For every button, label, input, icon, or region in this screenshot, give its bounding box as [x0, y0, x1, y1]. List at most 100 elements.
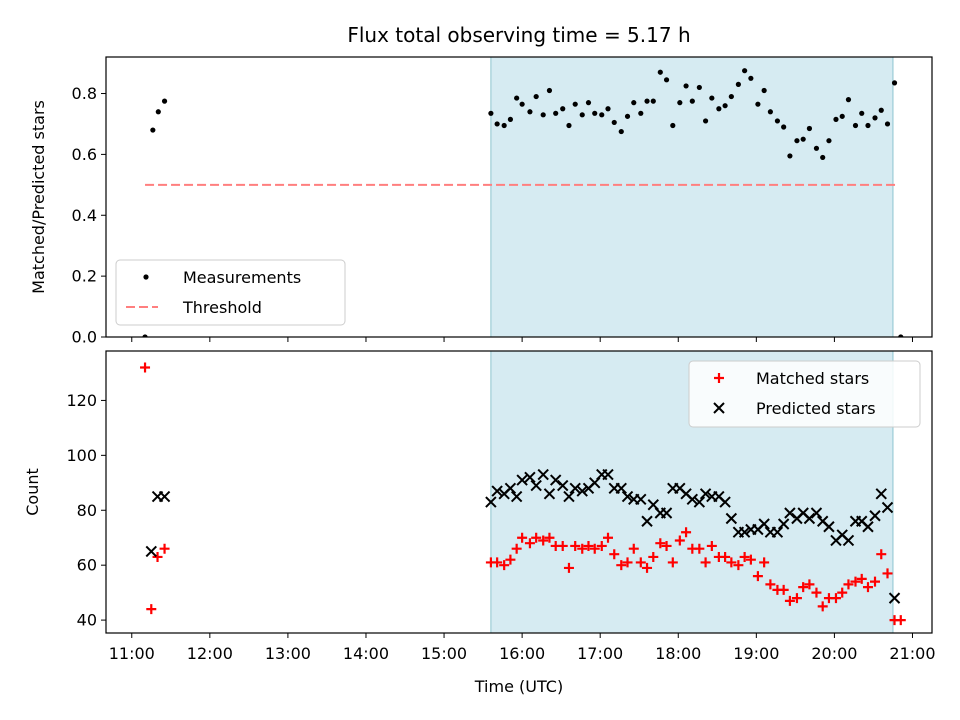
data-point — [540, 112, 546, 118]
data-point — [663, 77, 670, 83]
data-point — [543, 488, 556, 500]
data-point — [501, 122, 507, 129]
data-point — [810, 507, 823, 519]
data-point — [852, 122, 859, 129]
data-point — [150, 127, 156, 133]
data-point — [862, 582, 873, 593]
data-point — [681, 527, 692, 538]
data-point — [514, 95, 520, 101]
data-point — [686, 493, 699, 505]
data-point — [876, 549, 887, 560]
data-point — [674, 535, 685, 546]
data-point — [569, 482, 581, 495]
data-point — [842, 534, 855, 547]
data-point — [155, 109, 161, 115]
data-point — [694, 543, 705, 554]
legend-box — [115, 259, 346, 326]
panel-frame — [105, 350, 933, 634]
data-point — [624, 113, 631, 119]
data-point — [596, 540, 607, 551]
data-point — [752, 571, 763, 582]
top-panel: 0.0 0.2 0.4 0.6 0.8 Matched/Predicted stars Me… — [29, 56, 933, 347]
data-point — [869, 510, 881, 522]
data-point — [784, 595, 795, 606]
data-point — [585, 100, 592, 106]
y-tick-label: 60 — [77, 556, 97, 575]
data-point — [722, 103, 728, 109]
data-point — [499, 560, 510, 571]
x-tick-label: 11:00 — [109, 644, 155, 663]
data-point — [759, 557, 770, 568]
data-point — [859, 110, 865, 116]
x-tick-label: 12:00 — [187, 644, 233, 663]
x-tick-label: 17:00 — [577, 644, 623, 663]
data-point — [546, 87, 553, 94]
data-point — [839, 113, 845, 119]
data-point — [784, 507, 796, 519]
data-point — [733, 560, 744, 571]
data-point — [161, 98, 168, 104]
data-point — [553, 110, 559, 116]
data-point — [505, 554, 516, 565]
data-point — [583, 540, 594, 551]
data-point — [602, 468, 614, 481]
data-point — [492, 557, 503, 568]
data-point — [778, 584, 789, 595]
data-point — [667, 557, 678, 568]
data-point — [777, 518, 790, 530]
data-point — [706, 540, 717, 551]
data-point — [709, 95, 715, 101]
data-point — [699, 488, 712, 500]
data-point — [158, 490, 171, 503]
data-point — [823, 521, 835, 533]
data-point — [771, 526, 784, 538]
data-point — [589, 543, 600, 554]
plot-area — [140, 362, 906, 626]
data-point — [774, 118, 781, 124]
data-point — [603, 532, 614, 543]
data-point — [843, 579, 854, 590]
data-point — [806, 125, 813, 132]
data-point — [557, 540, 568, 551]
data-point — [615, 482, 627, 495]
data-point — [748, 75, 754, 81]
data-point — [145, 545, 157, 558]
data-point — [755, 101, 761, 107]
data-point — [720, 551, 731, 562]
legend-label: Predicted stars — [756, 399, 876, 418]
series-matched-stars — [140, 362, 906, 626]
data-point — [891, 80, 898, 86]
data-point — [531, 532, 542, 543]
legend: Measurements Threshold — [115, 259, 346, 326]
data-point — [738, 526, 751, 538]
data-point — [572, 101, 578, 107]
data-point — [504, 482, 517, 495]
y-tick-label: 0.6 — [72, 145, 97, 164]
data-point — [845, 97, 852, 103]
data-point — [862, 521, 874, 533]
chart-title: Flux total observing time = 5.17 h — [347, 23, 690, 47]
data-point — [576, 485, 588, 497]
data-point — [140, 362, 151, 373]
x-tick-label: 19:00 — [733, 644, 779, 663]
legend-box — [688, 360, 921, 428]
y-tick-label: 80 — [77, 501, 97, 520]
y-tick-label: 40 — [77, 611, 97, 630]
panel-frame — [105, 56, 933, 338]
y-axis-title: Count — [23, 468, 42, 516]
data-point — [516, 474, 528, 486]
data-point — [641, 515, 653, 527]
data-point — [579, 112, 585, 118]
legend-label: Threshold — [182, 298, 262, 317]
data-point — [621, 490, 634, 503]
data-point — [700, 557, 711, 568]
data-point — [742, 68, 748, 74]
x-tick-label: 21:00 — [889, 644, 935, 663]
data-point — [683, 83, 689, 89]
data-point — [152, 551, 163, 562]
data-point — [605, 106, 611, 112]
data-point — [826, 138, 832, 144]
data-point — [533, 93, 539, 100]
legend-label: Matched stars — [756, 369, 869, 388]
